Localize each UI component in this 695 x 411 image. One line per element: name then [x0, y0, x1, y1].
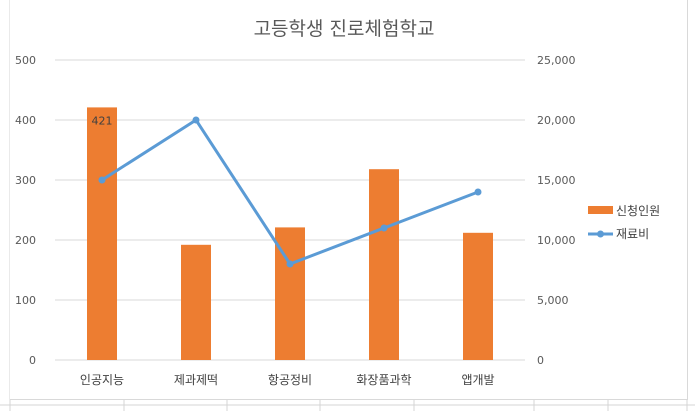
bar [181, 244, 211, 360]
right-tick-label: 5,000 [537, 294, 569, 307]
combo-chart: 고등학생 진로체험학교 0 100 200 300 400 500 0 5,000 10,00… [15, 18, 660, 387]
legend-bar-swatch [588, 206, 613, 214]
line-series [98, 116, 482, 268]
category-axis: 인공지능 제과제떡 항공정비 화장품과학 앱개발 [80, 373, 495, 387]
bar [369, 169, 399, 360]
left-tick-label: 200 [15, 234, 36, 247]
category-label: 항공정비 [268, 373, 312, 387]
line-point [98, 176, 106, 184]
right-tick-label: 20,000 [537, 114, 576, 127]
left-tick-label: 100 [15, 294, 36, 307]
bar [87, 107, 117, 361]
category-label: 화장품과학 [356, 373, 411, 387]
legend-line-marker [597, 230, 604, 238]
category-label: 제과제떡 [174, 373, 218, 387]
right-tick-label: 10,000 [537, 234, 576, 247]
category-label: 인공지능 [80, 373, 124, 387]
line-point [380, 224, 388, 232]
legend-label: 재료비 [616, 227, 649, 241]
legend-label: 신청인원 [616, 204, 660, 218]
right-tick-label: 15,000 [537, 174, 576, 187]
gridlines [55, 59, 525, 361]
data-labels: 421 [92, 114, 113, 127]
right-axis-ticks: 0 5,000 10,000 15,000 20,000 25,000 [537, 54, 576, 367]
data-label: 421 [92, 114, 113, 127]
left-tick-label: 300 [15, 174, 36, 187]
left-tick-label: 500 [15, 54, 36, 67]
line-point [192, 116, 200, 124]
left-tick-label: 0 [29, 354, 36, 367]
right-tick-label: 0 [537, 354, 544, 367]
bar [463, 232, 493, 360]
chart-area[interactable]: 고등학생 진로체험학교 0 100 200 300 400 500 0 5,000 10,00… [10, 0, 688, 400]
left-tick-label: 400 [15, 114, 36, 127]
line-point [474, 188, 482, 196]
category-label: 앱개발 [461, 373, 494, 387]
line-point [286, 260, 294, 268]
right-tick-label: 25,000 [537, 54, 576, 67]
left-axis-ticks: 0 100 200 300 400 500 [15, 54, 36, 367]
chart-title: 고등학생 진로체험학교 [254, 18, 435, 40]
bar-series [87, 107, 493, 361]
